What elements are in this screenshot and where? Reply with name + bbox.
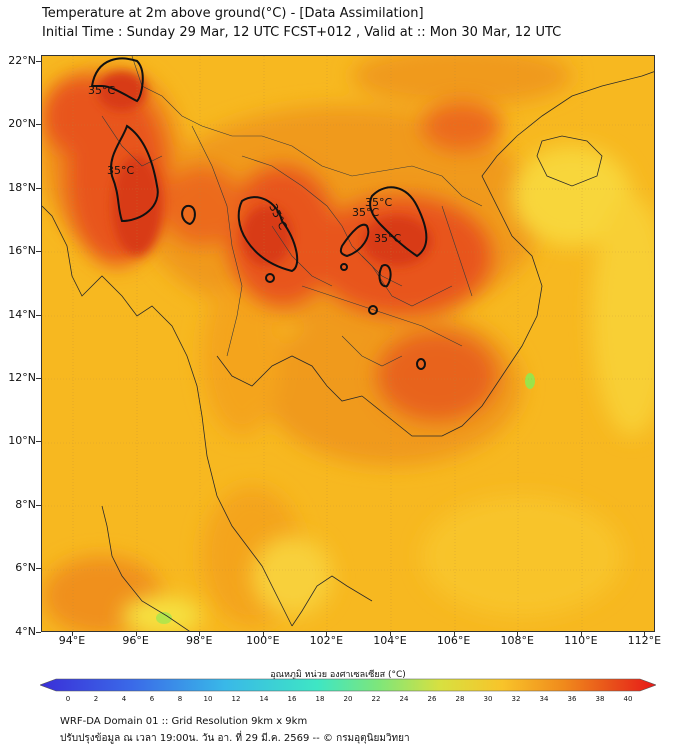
colorbar-tick-label: 28 [455,695,465,703]
colorbar [40,678,656,692]
lat-tick-label: 6°N [15,561,36,575]
lat-tick-mark [36,61,41,62]
lat-tick-mark [36,251,41,253]
lat-tick-mark [36,124,41,126]
lon-tick-label: 104°E [373,634,407,647]
colorbar-tick-label: 14 [259,695,269,703]
temperature-map: 35°C 35°C 35°C 35°C 35°C 35°C [41,55,655,632]
lat-tick-mark [36,631,41,633]
cool-regions [122,146,654,631]
lat-tick-label: 12°N [8,371,36,384]
lon-tick-mark [199,632,201,636]
lon-tick-mark [517,632,519,636]
colorbar-tick-label: 12 [231,695,241,703]
country-borders [101,56,483,367]
lat-tick-label: 16°N [8,244,36,258]
lat-tick-label: 4°N [15,624,36,638]
lat-tick-mark [36,441,41,443]
colorbar-tick-label: 8 [177,695,183,703]
footer-line-1: WRF-DA Domain 01 :: Grid Resolution 9km … [60,716,308,727]
colorbar-tick-label: 0 [65,695,71,703]
colorbar-tick-label: 38 [595,695,605,703]
colorbar-tick-label: 16 [287,695,297,703]
lon-tick-mark [644,632,646,636]
lon-tick-label: 106°E [436,634,471,647]
colorbar-tick-label: 40 [623,695,633,703]
lat-tick-label: 18°N [8,180,36,194]
colorbar-tick-label: 10 [203,695,213,703]
lon-tick-label: 98°E [185,634,213,647]
colorbar-tick-label: 30 [483,695,493,703]
lat-tick-mark [36,568,41,570]
colorbar-tick-label: 20 [343,695,353,703]
contour-label: 35°C [88,84,115,97]
lat-tick-label: 22°N [8,54,36,67]
contour-35c [90,57,428,370]
colorbar-tick-label: 34 [539,695,549,703]
cool-spot-vietnam [525,373,535,389]
lon-tick-label: 110°E [564,634,598,647]
contour-label: 35°C [374,232,401,245]
lat-tick-mark [36,504,41,506]
contour-label: 35°C [352,206,379,219]
lon-tick-mark [453,632,455,636]
lat-tick-label: 10°N [8,434,36,448]
lon-tick-label: 102°E [309,634,344,647]
graticule [42,56,654,631]
lat-tick-label: 14°N [8,307,36,321]
colorbar-tick-label: 24 [399,695,409,703]
colorbar-tick-label: 22 [371,695,381,703]
cool-spot-sumatra [156,612,172,624]
colorbar-tick-label: 18 [315,695,325,703]
colorbar-tick-label: 26 [427,695,437,703]
lat-tick-mark [36,187,41,189]
contour-label: 35°C [365,196,392,209]
colorbar-tick-label: 2 [93,695,99,703]
lat-tick-label: 8°N [15,497,36,511]
lon-tick-label: 100°E [246,634,280,647]
lon-tick-mark [72,632,73,636]
lon-tick-mark [135,632,137,636]
lon-tick-mark [580,632,582,636]
temperature-field: 35°C 35°C 35°C 35°C 35°C 35°C [42,56,654,631]
chart-title: Temperature at 2m above ground(°C) - [Da… [42,6,424,21]
lat-tick-label: 20°N [8,117,36,131]
lon-tick-mark [390,632,391,636]
coastlines [42,71,654,631]
lon-tick-label: 108°E [500,634,534,647]
lon-tick-label: 96°E [122,634,149,647]
lon-tick-label: 94°E [58,634,86,647]
colorbar-tick-label: 36 [567,695,577,703]
lon-tick-mark [262,632,264,636]
lon-tick-mark [326,632,328,636]
colorbar-tick-label: 32 [511,695,521,703]
colorbar-tick-label: 6 [149,695,155,703]
lat-tick-mark [36,314,41,316]
lat-tick-mark [36,378,41,379]
chart-subtitle: Initial Time : Sunday 29 Mar, 12 UTC FCS… [42,25,562,40]
colorbar-tick-label: 4 [121,695,127,703]
colorbar-label: อุณหภูมิ หน่วย องศาเซลเซียส (°C) [270,670,406,680]
lon-tick-label: 112°E [627,634,662,647]
footer-line-2: ปรับปรุงข้อมูล ณ เวลา 19:00น. วัน อา. ที… [60,733,410,744]
contour-label: 35°C [107,164,134,177]
